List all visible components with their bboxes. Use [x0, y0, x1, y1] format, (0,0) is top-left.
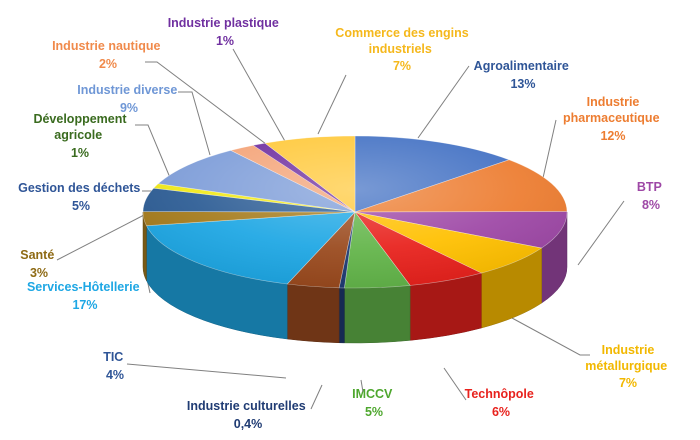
label-name: Industrie diverse [77, 83, 177, 97]
label-developpement-agricole: Développement agricole 1% [33, 112, 127, 160]
label-name: Commerce des engins [335, 26, 468, 40]
label-name: Industrie plastique [168, 16, 279, 30]
label-name: Gestion des déchets [18, 181, 140, 195]
leader-tic [126, 363, 287, 379]
label-industrie-diverse: Industrie diverse 9% [77, 83, 181, 115]
leader-industrie-diverse [178, 91, 211, 156]
label-value: 1% [71, 146, 89, 160]
label-value: 17% [72, 298, 97, 312]
label-gestion-dechets: Gestion des déchets 5% [18, 181, 144, 213]
leader-industrie-metallurgique [511, 317, 590, 356]
label-value: 2% [99, 57, 117, 71]
label-value: 5% [365, 405, 383, 419]
label-name: Technôpole [465, 387, 534, 401]
label-name: IMCCV [352, 387, 393, 401]
label-value: 3% [30, 266, 48, 280]
label-value: 4% [106, 368, 124, 382]
label-value: 13% [510, 77, 535, 91]
label-value: 7% [619, 376, 637, 390]
leader-agroalimentaire [417, 65, 470, 139]
label-name-line2: industriels [369, 42, 432, 56]
label-services-hotellerie: Services-Hôtellerie 17% [27, 280, 143, 312]
slice-side-industrie-culturelles [338, 287, 345, 344]
label-name: Santé [20, 248, 54, 262]
leader-developpement-agricole [135, 124, 172, 181]
leader-industrie-pharmaceutique [542, 119, 557, 179]
leader-industrie-culturelles [310, 384, 323, 410]
label-value: 9% [120, 101, 138, 115]
leader-industrie-nautique [145, 61, 267, 145]
label-tic: TIC 4% [103, 350, 127, 382]
label-name: Industrie nautique [52, 39, 160, 53]
label-industrie-plastique: Industrie plastique 1% [168, 16, 283, 48]
leader-technopole [443, 367, 467, 401]
leader-sante [56, 213, 147, 261]
label-name: Industrie culturelles [187, 399, 306, 413]
label-name: Agroalimentaire [474, 59, 569, 73]
pie-top [142, 135, 568, 289]
label-name-line2: agricole [54, 128, 102, 142]
label-value: 5% [72, 199, 90, 213]
label-agroalimentaire: Agroalimentaire 13% [474, 59, 573, 91]
label-sante: Santé 3% [20, 248, 58, 280]
leader-industrie-plastique [232, 48, 287, 144]
label-industrie-metallurgique: Industrie métallurgique 7% [585, 343, 670, 390]
label-technopole: Technôpole 6% [465, 387, 538, 419]
label-name: Services-Hôtellerie [27, 280, 140, 294]
label-industrie-culturelles: Industrie culturelles 0,4% [187, 399, 309, 431]
label-imccv: IMCCV 5% [352, 387, 396, 419]
pie [142, 135, 568, 344]
label-value: 8% [642, 198, 660, 212]
label-name: Développement [33, 112, 127, 126]
label-name-line2: pharmaceutique [563, 111, 660, 125]
leader-btp [577, 200, 625, 266]
label-value: 1% [216, 34, 234, 48]
label-value: 7% [393, 59, 411, 73]
leader-imccv [360, 379, 364, 393]
label-value: 12% [600, 129, 625, 143]
label-industrie-nautique: Industrie nautique 2% [52, 39, 164, 71]
leader-commerce-engins [317, 74, 347, 135]
label-name-line2: métallurgique [585, 359, 667, 373]
label-industrie-pharmaceutique: Industrie pharmaceutique 12% [563, 95, 663, 143]
label-btp: BTP 8% [637, 180, 665, 212]
slice-side-tic [286, 283, 340, 344]
slice-side-imccv [344, 285, 411, 344]
leader-lines [56, 48, 625, 410]
label-value: 6% [492, 405, 510, 419]
label-name: Industrie [587, 95, 640, 109]
label-value: 0,4% [234, 417, 263, 431]
label-name: BTP [637, 180, 662, 194]
label-commerce-engins: Commerce des engins industriels 7% [335, 26, 468, 73]
label-name: TIC [103, 350, 123, 364]
label-name: Industrie [602, 343, 655, 357]
